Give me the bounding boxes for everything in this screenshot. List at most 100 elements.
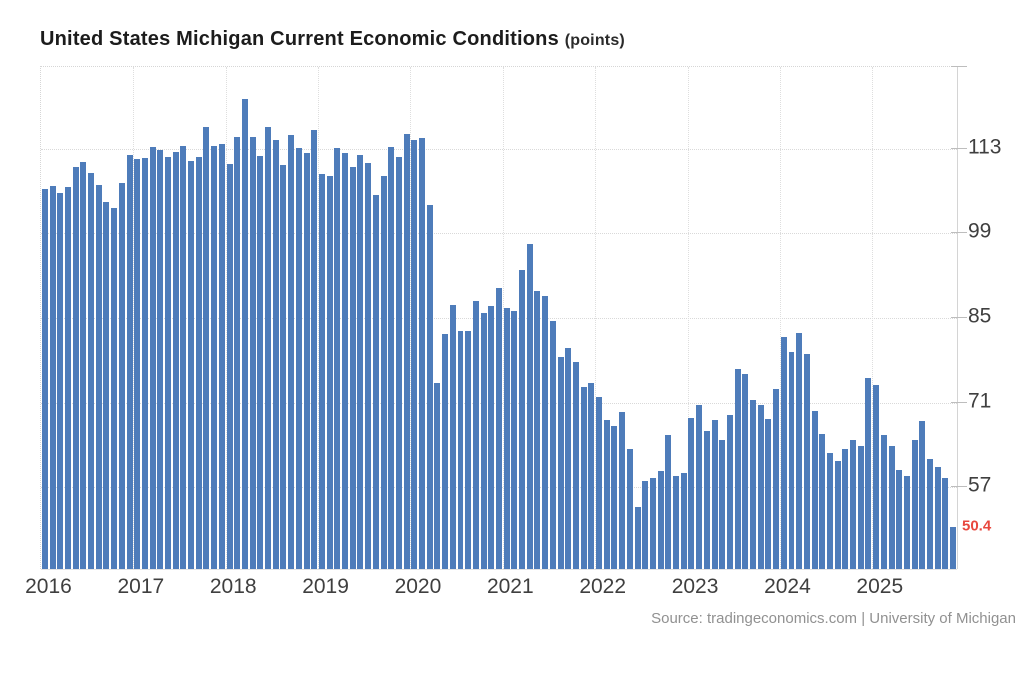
bar[interactable] xyxy=(757,405,764,569)
bar[interactable] xyxy=(642,480,649,569)
bar[interactable] xyxy=(880,434,887,569)
bar[interactable] xyxy=(234,137,241,569)
bar[interactable] xyxy=(619,412,626,569)
bar[interactable] xyxy=(927,458,934,569)
bar[interactable] xyxy=(542,296,549,569)
bar[interactable] xyxy=(165,156,171,569)
bar[interactable] xyxy=(596,396,603,569)
bar[interactable] xyxy=(426,204,433,569)
bar[interactable] xyxy=(534,291,541,569)
bar[interactable] xyxy=(434,382,441,569)
bar[interactable] xyxy=(303,152,310,569)
bar[interactable] xyxy=(834,461,841,569)
bar[interactable] xyxy=(188,161,195,569)
bar[interactable] xyxy=(942,477,949,569)
bar[interactable] xyxy=(411,140,418,569)
bar[interactable] xyxy=(634,506,641,569)
bar[interactable] xyxy=(903,475,910,569)
bar[interactable] xyxy=(80,161,87,569)
bar[interactable] xyxy=(288,135,295,569)
bar[interactable] xyxy=(565,347,572,569)
bar[interactable] xyxy=(442,334,449,569)
bar[interactable] xyxy=(134,158,141,569)
bar[interactable] xyxy=(126,155,133,569)
bar[interactable] xyxy=(57,193,64,569)
bar[interactable] xyxy=(842,449,849,569)
bar[interactable] xyxy=(211,145,218,569)
bar[interactable] xyxy=(95,184,102,569)
bar[interactable] xyxy=(449,305,456,569)
bar[interactable] xyxy=(226,163,233,569)
bar[interactable] xyxy=(334,148,341,569)
bar[interactable] xyxy=(318,174,325,569)
bar[interactable] xyxy=(549,321,556,569)
bar[interactable] xyxy=(665,435,672,569)
bar[interactable] xyxy=(480,312,487,569)
bar[interactable] xyxy=(688,418,695,569)
bar[interactable] xyxy=(950,527,957,569)
bar[interactable] xyxy=(711,419,718,569)
bar[interactable] xyxy=(395,157,402,569)
bar[interactable] xyxy=(503,307,510,569)
bar[interactable] xyxy=(826,452,833,569)
bar[interactable] xyxy=(526,244,533,569)
bar[interactable] xyxy=(519,269,526,569)
bar[interactable] xyxy=(511,310,518,569)
bar[interactable] xyxy=(265,127,272,569)
bar[interactable] xyxy=(773,388,780,569)
bar[interactable] xyxy=(649,477,656,569)
bar[interactable] xyxy=(280,164,287,569)
bar[interactable] xyxy=(118,183,125,569)
bar[interactable] xyxy=(603,419,610,569)
bar[interactable] xyxy=(195,156,202,569)
bar[interactable] xyxy=(295,148,302,569)
bar[interactable] xyxy=(272,140,279,569)
bar[interactable] xyxy=(172,151,179,569)
bar[interactable] xyxy=(41,188,48,569)
bar[interactable] xyxy=(657,471,664,569)
bar[interactable] xyxy=(819,433,826,569)
bar[interactable] xyxy=(241,99,248,569)
bar[interactable] xyxy=(64,186,71,569)
bar[interactable] xyxy=(326,175,333,569)
bar[interactable] xyxy=(580,386,587,569)
bar[interactable] xyxy=(788,351,795,569)
bar[interactable] xyxy=(218,143,225,569)
bar[interactable] xyxy=(249,137,256,569)
bar[interactable] xyxy=(203,127,210,569)
bar[interactable] xyxy=(780,336,787,569)
bar[interactable] xyxy=(934,466,941,569)
bar[interactable] xyxy=(796,333,803,569)
bar[interactable] xyxy=(850,439,857,569)
bar[interactable] xyxy=(703,431,710,569)
bar[interactable] xyxy=(726,414,733,569)
bar[interactable] xyxy=(180,146,187,569)
bar[interactable] xyxy=(111,207,118,569)
bar[interactable] xyxy=(419,137,425,569)
bar[interactable] xyxy=(472,301,479,569)
bar[interactable] xyxy=(103,201,110,569)
bar[interactable] xyxy=(673,476,680,569)
bar[interactable] xyxy=(388,147,395,569)
bar[interactable] xyxy=(72,167,79,569)
bar[interactable] xyxy=(611,425,618,569)
bar[interactable] xyxy=(157,150,164,569)
bar[interactable] xyxy=(719,439,726,569)
bar[interactable] xyxy=(496,287,502,569)
bar[interactable] xyxy=(680,472,687,569)
bar[interactable] xyxy=(765,419,772,569)
bar[interactable] xyxy=(488,305,495,569)
bar[interactable] xyxy=(357,155,364,569)
bar[interactable] xyxy=(919,420,926,569)
bar[interactable] xyxy=(865,377,872,569)
bar[interactable] xyxy=(588,383,595,569)
bar[interactable] xyxy=(803,354,810,569)
bar[interactable] xyxy=(149,147,156,569)
bar[interactable] xyxy=(465,330,472,569)
bar[interactable] xyxy=(88,172,95,569)
bar[interactable] xyxy=(349,166,356,569)
bar[interactable] xyxy=(365,162,372,569)
bar[interactable] xyxy=(742,374,749,569)
bar[interactable] xyxy=(911,440,918,569)
bar[interactable] xyxy=(750,400,756,569)
